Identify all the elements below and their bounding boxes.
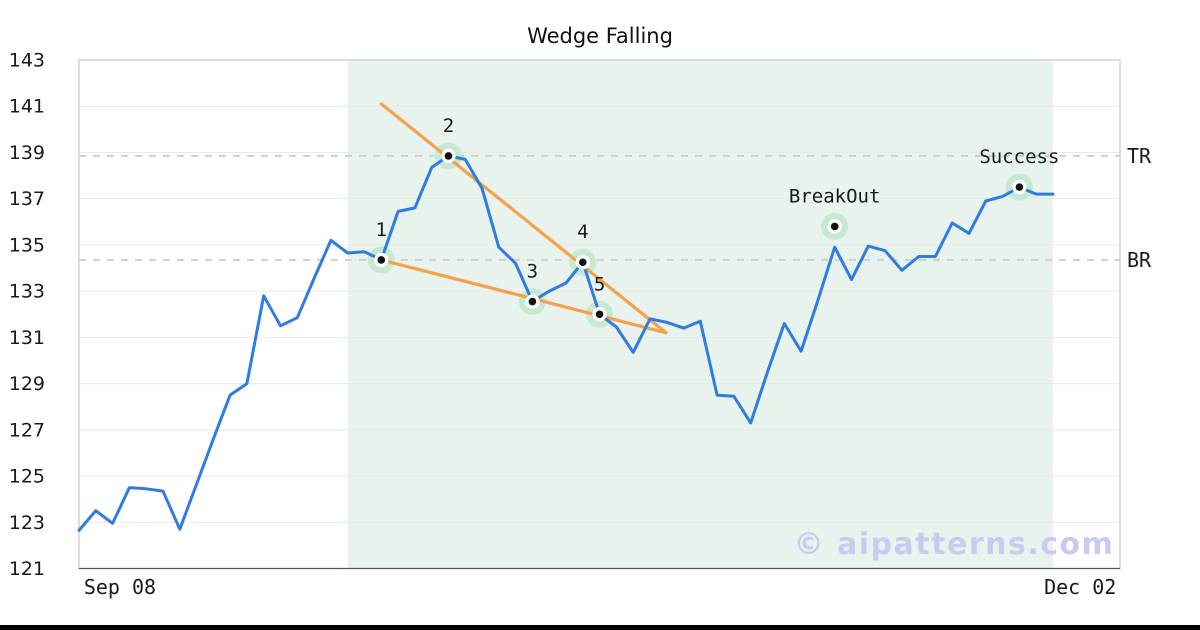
svg-text:Sep 08: Sep 08 [84, 575, 156, 599]
svg-text:121: 121 [9, 558, 45, 580]
svg-text:129: 129 [9, 373, 45, 395]
trendlines [379, 102, 668, 335]
x-tick-labels: Sep 08 Dec 02 [84, 575, 1116, 599]
annotation-label: BreakOut [789, 185, 881, 207]
annotation-labels: 1 2 3 4 5 BreakOut Success [376, 115, 1060, 295]
annotation-label: 2 [443, 115, 454, 137]
price-line [77, 154, 1055, 532]
svg-text:139: 139 [9, 142, 45, 164]
level-labels: TR BR [1127, 144, 1152, 272]
level-lines [79, 154, 1120, 261]
svg-text:137: 137 [9, 188, 45, 210]
annotation-label: 5 [594, 273, 605, 295]
annotation-label: 4 [577, 221, 588, 243]
annotation-label: Success [979, 146, 1059, 168]
bottom-bar [0, 625, 1200, 630]
svg-text:141: 141 [9, 96, 45, 118]
svg-text:125: 125 [9, 466, 45, 488]
svg-text:133: 133 [9, 281, 45, 303]
annotation-label: 1 [376, 219, 387, 241]
watermark-text: © aipatterns.com [794, 527, 1115, 562]
svg-text:123: 123 [9, 512, 45, 534]
svg-text:143: 143 [9, 50, 45, 72]
svg-text:BR: BR [1127, 248, 1152, 272]
svg-text:Dec 02: Dec 02 [1044, 575, 1116, 599]
pattern-markers [374, 148, 1027, 322]
y-tick-labels: 121 123 125 127 129 131 133 135 137 139 141 143 [9, 50, 45, 581]
svg-text:131: 131 [9, 327, 45, 349]
svg-text:135: 135 [9, 234, 45, 256]
svg-text:127: 127 [9, 419, 45, 441]
chart-title: Wedge Falling [527, 24, 673, 48]
annotation-label: 3 [527, 261, 538, 283]
pattern-shade [347, 60, 1053, 569]
svg-text:TR: TR [1127, 144, 1152, 168]
